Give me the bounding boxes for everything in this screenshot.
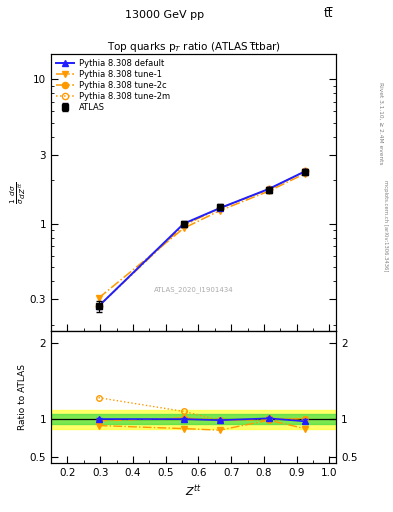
Pythia 8.308 tune-2c: [266, 186, 271, 193]
Line: Pythia 8.308 tune-1: Pythia 8.308 tune-1: [95, 170, 308, 301]
Bar: [51, 410, 336, 429]
Pythia 8.308 tune-2c: [217, 205, 222, 211]
Pythia 8.308 tune-2c: [96, 303, 101, 309]
Pythia 8.308 default: [217, 205, 222, 211]
Pythia 8.308 tune-1: [303, 170, 307, 177]
Text: Rivet 3.1.10, ≥ 2.4M events: Rivet 3.1.10, ≥ 2.4M events: [378, 81, 383, 164]
Pythia 8.308 tune-2m: [266, 186, 271, 193]
Pythia 8.308 tune-1: [266, 188, 271, 194]
Y-axis label: $\frac{1}{\sigma}\frac{d\sigma}{dZ^{tt}}$: $\frac{1}{\sigma}\frac{d\sigma}{dZ^{tt}}…: [9, 181, 28, 204]
Line: Pythia 8.308 default: Pythia 8.308 default: [95, 168, 308, 309]
Pythia 8.308 tune-2m: [303, 168, 307, 175]
Pythia 8.308 default: [303, 168, 307, 175]
Text: mcplots.cern.ch [arXiv:1306.3436]: mcplots.cern.ch [arXiv:1306.3436]: [384, 180, 388, 271]
Pythia 8.308 default: [182, 221, 186, 227]
Pythia 8.308 tune-2m: [217, 205, 222, 211]
Pythia 8.308 tune-1: [182, 225, 186, 231]
Pythia 8.308 tune-2m: [182, 222, 186, 228]
Line: Pythia 8.308 tune-2m: Pythia 8.308 tune-2m: [95, 168, 308, 309]
Title: Top quarks p$_T$ ratio (ATLAS t̅tbar): Top quarks p$_T$ ratio (ATLAS t̅tbar): [107, 39, 281, 54]
Y-axis label: Ratio to ATLAS: Ratio to ATLAS: [18, 365, 27, 430]
Text: 13000 GeV pp: 13000 GeV pp: [125, 10, 205, 20]
Pythia 8.308 tune-1: [217, 207, 222, 214]
Legend: Pythia 8.308 default, Pythia 8.308 tune-1, Pythia 8.308 tune-2c, Pythia 8.308 tu: Pythia 8.308 default, Pythia 8.308 tune-…: [53, 55, 173, 115]
Text: ATLAS_2020_I1901434: ATLAS_2020_I1901434: [154, 286, 233, 293]
Bar: [51, 414, 336, 424]
Pythia 8.308 default: [266, 186, 271, 192]
Pythia 8.308 tune-1: [96, 295, 101, 301]
Pythia 8.308 tune-2c: [182, 222, 186, 228]
Line: Pythia 8.308 tune-2c: Pythia 8.308 tune-2c: [95, 168, 308, 309]
Pythia 8.308 default: [96, 303, 101, 309]
X-axis label: $Z^{tt}$: $Z^{tt}$: [185, 484, 202, 499]
Text: tt̅: tt̅: [324, 8, 333, 20]
Pythia 8.308 tune-2c: [303, 168, 307, 175]
Pythia 8.308 tune-2m: [96, 303, 101, 309]
